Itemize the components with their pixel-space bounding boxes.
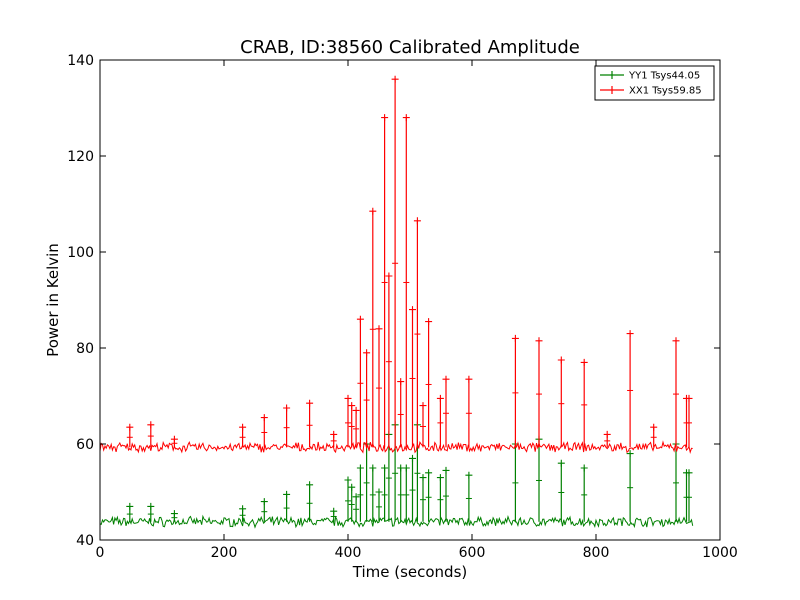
- data-point-marker: [260, 498, 268, 506]
- legend: YY1 Tsys44.05 XX1 Tsys59.85: [594, 65, 715, 101]
- data-point-marker: [344, 394, 352, 402]
- data-point-marker: [465, 471, 473, 479]
- data-point-marker: [375, 325, 383, 333]
- data-point-marker: [626, 450, 634, 458]
- x-tick-label: 800: [583, 545, 610, 561]
- series-line: [99, 514, 694, 529]
- data-point-marker: [419, 474, 427, 482]
- data-point-marker: [650, 423, 658, 431]
- data-point-marker: [557, 356, 565, 364]
- data-point-marker: [356, 315, 364, 323]
- plot-area: [99, 75, 694, 529]
- data-point-marker: [283, 404, 291, 412]
- data-point-marker: [442, 375, 450, 383]
- series-0: [99, 421, 694, 529]
- x-tick-label: 600: [459, 545, 486, 561]
- y-tick-label: 120: [67, 149, 94, 165]
- y-axis-label: Power in Kelvin: [44, 243, 62, 357]
- series-line: [99, 440, 693, 454]
- data-point-marker: [352, 493, 360, 501]
- data-point-marker: [535, 337, 543, 345]
- data-point-marker: [685, 394, 693, 402]
- x-tick-label: 0: [96, 545, 105, 561]
- data-point-marker: [419, 402, 427, 410]
- x-axis-label: Time (seconds): [352, 563, 468, 581]
- data-point-marker: [381, 464, 389, 472]
- data-point-marker: [170, 510, 178, 518]
- data-point-marker: [402, 114, 410, 122]
- data-point-marker: [603, 430, 611, 438]
- data-point-marker: [369, 464, 377, 472]
- data-point-marker: [465, 375, 473, 383]
- data-point-marker: [685, 469, 693, 477]
- data-point-marker: [413, 217, 421, 225]
- data-point-marker: [442, 466, 450, 474]
- plot-frame: [99, 59, 721, 541]
- data-point-marker: [425, 318, 433, 326]
- axis-ticks: 0 200 400 600 800 1000 40 60 80 100 120 140: [67, 53, 738, 561]
- x-tick-label: 400: [335, 545, 362, 561]
- data-point-marker: [239, 505, 247, 513]
- y-tick-label: 80: [76, 341, 94, 357]
- data-point-marker: [436, 394, 444, 402]
- data-point-marker: [363, 349, 371, 357]
- data-point-marker: [369, 207, 377, 215]
- data-point-marker: [344, 476, 352, 484]
- data-point-marker: [436, 474, 444, 482]
- data-point-marker: [348, 402, 356, 410]
- data-point-marker: [409, 306, 416, 314]
- data-point-marker: [283, 490, 291, 498]
- legend-label-xx1: XX1 Tsys59.85: [629, 86, 702, 97]
- data-point-marker: [306, 399, 314, 407]
- data-point-marker: [356, 464, 364, 472]
- data-point-marker: [672, 337, 680, 345]
- data-point-marker: [409, 454, 416, 462]
- data-point-marker: [425, 469, 433, 477]
- legend-box: [594, 65, 715, 101]
- x-tick-label: 1000: [702, 545, 738, 561]
- data-point-marker: [330, 507, 338, 515]
- data-point-marker: [126, 502, 134, 510]
- data-point-marker: [348, 483, 356, 491]
- data-point-marker: [381, 114, 389, 122]
- data-point-marker: [147, 421, 155, 429]
- chart-title: CRAB, ID:38560 Calibrated Amplitude: [240, 37, 580, 58]
- data-point-marker: [239, 423, 247, 431]
- data-point-marker: [170, 435, 178, 443]
- data-point-marker: [330, 430, 338, 438]
- data-point-marker: [352, 406, 360, 414]
- x-tick-label: 200: [211, 545, 238, 561]
- series-1: [99, 75, 693, 454]
- data-point-marker: [557, 459, 565, 467]
- y-tick-label: 100: [67, 245, 94, 261]
- data-point-marker: [626, 330, 634, 338]
- data-point-marker: [580, 358, 588, 366]
- data-point-marker: [306, 481, 314, 489]
- y-tick-label: 60: [76, 437, 94, 453]
- data-point-marker: [385, 272, 393, 280]
- data-point-marker: [580, 464, 588, 472]
- legend-label-yy1: YY1 Tsys44.05: [628, 71, 700, 82]
- y-tick-label: 40: [76, 533, 94, 549]
- data-point-marker: [375, 488, 383, 496]
- data-point-marker: [147, 502, 155, 510]
- data-point-marker: [391, 75, 399, 83]
- data-point-marker: [126, 423, 134, 431]
- data-point-marker: [402, 464, 410, 472]
- data-point-marker: [397, 378, 405, 386]
- y-tick-label: 140: [67, 53, 94, 69]
- data-point-marker: [511, 334, 519, 342]
- data-point-marker: [260, 414, 268, 422]
